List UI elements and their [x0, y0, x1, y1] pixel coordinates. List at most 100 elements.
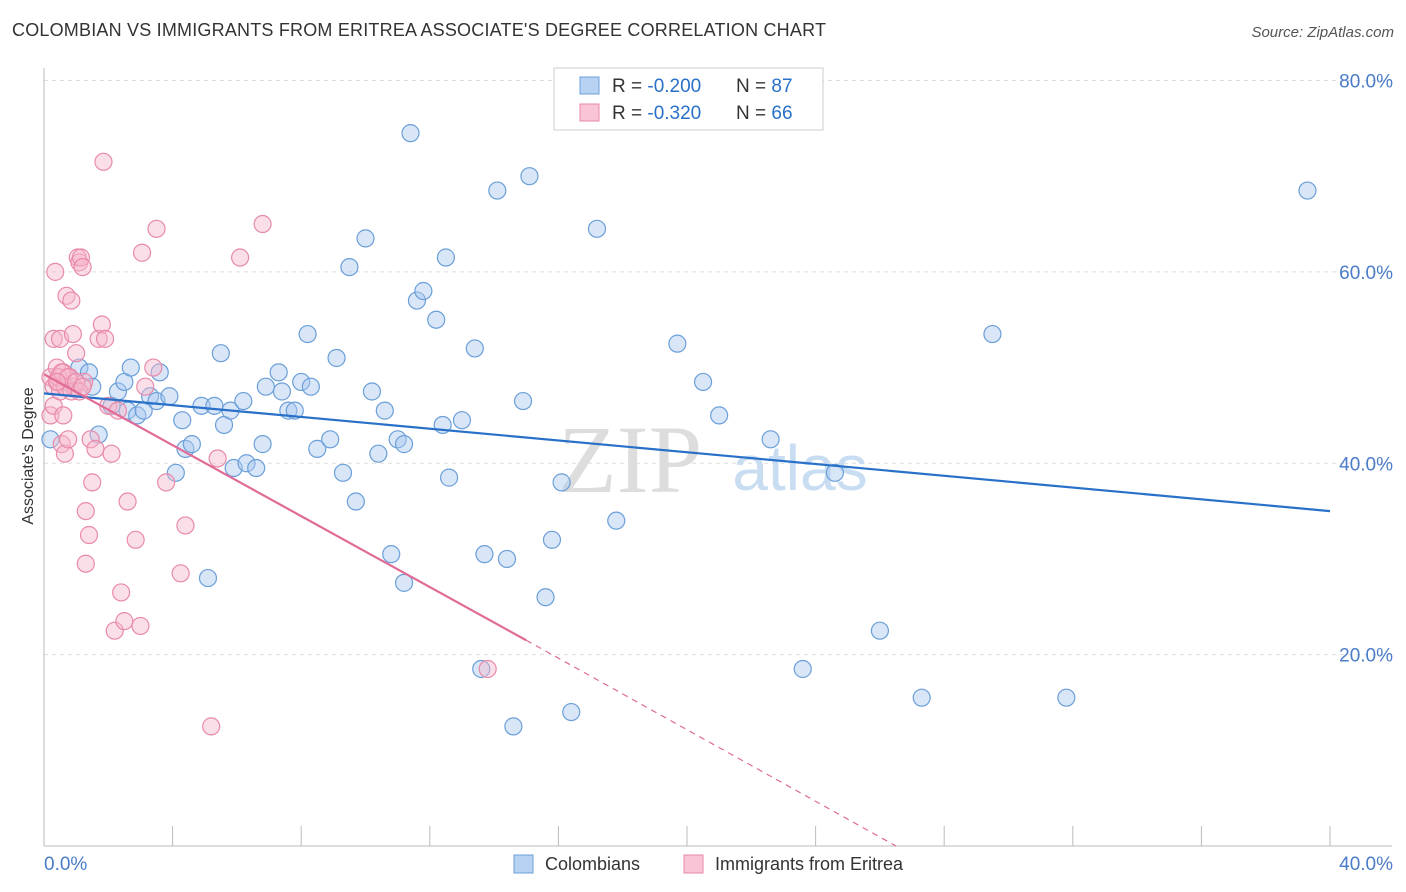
point-eritrea	[105, 621, 124, 640]
point-colombians	[333, 463, 353, 482]
legend-swatch-colombians	[579, 76, 600, 95]
legend-n-label-2: N =	[736, 103, 771, 124]
point-colombians	[912, 688, 931, 707]
point-eritrea	[157, 473, 176, 492]
svg-text:N = 87: N = 87	[736, 76, 793, 97]
point-colombians	[407, 291, 427, 310]
point-colombians	[475, 545, 494, 564]
grid-lines	[44, 80, 1392, 656]
y-tick-label: 60.0%	[1339, 263, 1393, 284]
point-colombians	[234, 391, 253, 411]
point-colombians	[269, 363, 288, 382]
point-colombians	[375, 401, 394, 420]
point-eritrea	[92, 315, 111, 334]
point-colombians	[983, 324, 1002, 344]
point-colombians	[465, 339, 484, 358]
point-colombians	[607, 511, 626, 530]
legend-r-label-1: R =	[612, 76, 647, 97]
x-axis-ticks	[43, 826, 1331, 846]
point-colombians	[427, 310, 446, 329]
svg-text:R = -0.200: R = -0.200	[612, 76, 701, 97]
point-colombians	[292, 372, 311, 392]
point-eritrea	[147, 219, 166, 238]
point-colombians	[394, 573, 414, 592]
point-colombians	[710, 406, 729, 425]
series-colombians-points	[41, 124, 1317, 736]
point-colombians	[121, 358, 140, 377]
point-eritrea	[73, 257, 92, 277]
point-colombians	[552, 473, 571, 492]
point-colombians	[793, 659, 812, 679]
legend-r-value-2: -0.320	[647, 103, 701, 124]
legend-bottom-swatch-eritrea	[683, 854, 704, 874]
point-eritrea	[171, 564, 190, 583]
point-colombians	[211, 344, 230, 363]
point-colombians	[472, 659, 491, 679]
watermark-atlas: atlas	[732, 432, 867, 504]
point-colombians	[562, 702, 581, 722]
point-colombians	[198, 568, 218, 588]
point-colombians	[401, 124, 420, 143]
point-colombians	[192, 396, 211, 415]
point-eritrea	[41, 406, 60, 425]
trend-line-eritrea-extension	[525, 639, 897, 847]
point-colombians	[439, 468, 459, 487]
point-colombians	[504, 717, 523, 736]
point-eritrea	[59, 430, 78, 449]
point-eritrea	[55, 444, 74, 463]
point-colombians	[369, 444, 388, 463]
point-eritrea	[67, 344, 86, 363]
legend-stats: R = -0.200 N = 87 R = -0.320 N = 66	[553, 67, 824, 131]
legend-r-value-1: -0.200	[647, 76, 701, 97]
trend-line-colombians	[43, 392, 1331, 513]
point-colombians	[272, 382, 292, 401]
point-colombians	[520, 167, 539, 186]
point-eritrea	[95, 329, 115, 348]
point-eritrea	[102, 444, 121, 463]
point-eritrea	[112, 583, 131, 602]
point-eritrea	[76, 554, 95, 573]
point-colombians	[488, 181, 507, 200]
point-eritrea	[81, 430, 100, 449]
point-eritrea	[76, 501, 95, 521]
point-colombians	[41, 430, 60, 449]
trend-lines	[43, 373, 1331, 847]
point-colombians	[436, 248, 455, 267]
point-eritrea	[86, 439, 105, 458]
point-colombians	[308, 439, 327, 458]
x-tick-label: 40.0%	[1339, 854, 1393, 875]
point-eritrea	[62, 291, 81, 310]
x-axis-tick-labels: 0.0% 40.0%	[44, 854, 1393, 875]
point-eritrea	[132, 243, 152, 262]
point-eritrea	[478, 659, 497, 679]
point-colombians	[301, 377, 320, 396]
y-axis-tick-labels: 20.0% 40.0% 60.0% 80.0%	[1339, 72, 1393, 667]
point-colombians	[536, 588, 555, 607]
point-colombians	[321, 430, 340, 449]
point-colombians	[382, 545, 401, 564]
point-eritrea	[79, 525, 99, 545]
watermark-zip: ZIP	[558, 406, 702, 513]
point-colombians	[497, 549, 517, 569]
point-eritrea	[94, 152, 113, 171]
point-eritrea	[89, 329, 108, 348]
point-eritrea	[54, 406, 73, 425]
point-colombians	[346, 492, 365, 511]
point-colombians	[356, 229, 375, 248]
point-eritrea	[202, 717, 221, 736]
point-colombians	[1298, 181, 1317, 200]
point-colombians	[253, 435, 272, 454]
point-eritrea	[136, 377, 155, 396]
point-eritrea	[115, 612, 134, 631]
point-colombians	[761, 430, 780, 449]
point-eritrea	[126, 530, 145, 549]
point-colombians	[542, 530, 562, 549]
point-eritrea	[176, 516, 195, 535]
series-eritrea-points	[41, 152, 497, 736]
point-colombians	[166, 463, 185, 482]
point-eritrea	[46, 262, 65, 281]
point-colombians	[870, 621, 890, 640]
point-colombians	[825, 463, 844, 482]
point-eritrea	[44, 329, 63, 348]
legend-swatch-eritrea	[579, 103, 600, 122]
